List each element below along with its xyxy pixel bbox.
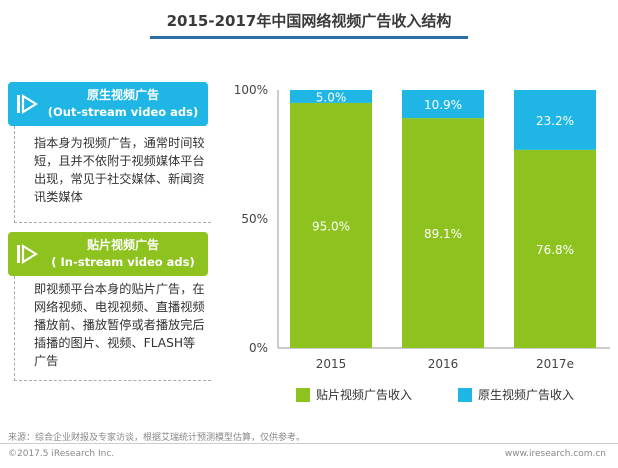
legend-swatch-instream <box>296 387 310 402</box>
instream-title-cn: 贴片视频广告 <box>86 238 159 252</box>
play-icon <box>17 244 38 264</box>
outstream-badge: 原生视频广告 (Out-stream video ads) <box>8 82 208 126</box>
y-tick-label: 50% <box>241 212 268 226</box>
bar-segment <box>290 102 372 349</box>
outstream-description: 指本身为视频广告，通常时间较短，且并不依附于视频媒体平台出现，常见于社交媒体、新… <box>34 136 205 204</box>
instream-title-en: ( In-stream video ads) <box>51 255 195 269</box>
bar-segment <box>402 90 484 119</box>
bar-segment <box>514 149 596 348</box>
outstream-title-cn: 原生视频广告 <box>86 88 159 102</box>
y-tick-label: 100% <box>234 83 268 97</box>
outstream-title-en: (Out-stream video ads) <box>47 105 199 119</box>
bar-segment <box>514 90 596 150</box>
instream-description: 即视频平台本身的贴片广告，在网络视频、电视视频、直播视频播放前、播放暂停或者播放… <box>34 282 205 368</box>
y-tick-label: 0% <box>249 341 268 355</box>
instream-badge: 贴片视频广告 ( In-stream video ads) <box>8 232 208 276</box>
bar-segment <box>402 118 484 348</box>
legend-swatch-outstream <box>458 387 472 402</box>
chart-title: 2015-2017年中国网络视频广告收入结构 <box>166 12 452 30</box>
play-icon <box>17 94 38 114</box>
copyright: ©2017.5 iResearch Inc. <box>8 449 115 459</box>
data-label: 89.1% <box>424 227 462 241</box>
x-tick-label: 2016 <box>428 357 459 371</box>
data-label: 23.2% <box>536 114 574 128</box>
x-tick-label: 2015 <box>316 357 347 371</box>
instream-desc-frame <box>14 276 211 381</box>
stacked-bar-chart: 0% 50% 100% 95.0% 5.0% 2015 89.1% 10.9% 2016 76.8… <box>234 83 610 371</box>
source-note: 来源：综合企业财报及专家访谈，根据艾瑞统计预测模型估算，仅供参考。 <box>8 433 306 443</box>
data-label: 95.0% <box>312 219 350 233</box>
legend-item-outstream: 原生视频广告收入 <box>458 386 574 403</box>
legend-label-instream: 贴片视频广告收入 <box>316 388 413 402</box>
outstream-desc-frame <box>14 126 211 223</box>
data-label: 5.0% <box>316 90 347 104</box>
data-label: 76.8% <box>536 243 574 257</box>
data-label: 10.9% <box>424 98 462 112</box>
legend-label-outstream: 原生视频广告收入 <box>478 388 575 402</box>
website: www.iresearch.com.cn <box>504 449 606 459</box>
legend-item-instream: 贴片视频广告收入 <box>296 386 412 403</box>
title-underline <box>150 36 468 39</box>
footer-divider <box>0 443 618 444</box>
bar-segment <box>290 90 372 103</box>
x-tick-label: 2017e <box>536 357 574 371</box>
